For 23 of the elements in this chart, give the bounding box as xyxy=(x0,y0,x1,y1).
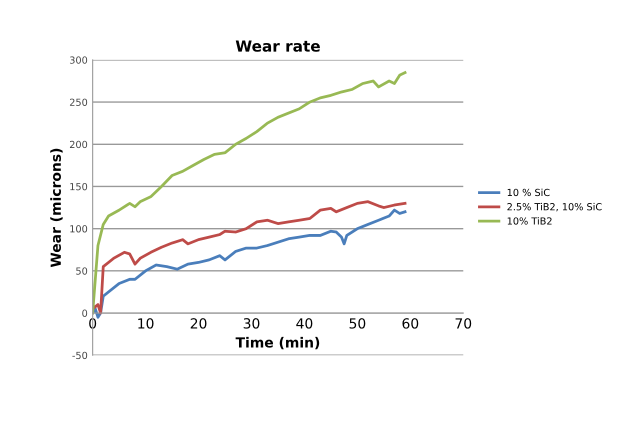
y-axis-title: Wear (microns) xyxy=(50,148,63,268)
x-tick-label: 60 xyxy=(402,318,418,329)
x-tick-label: 50 xyxy=(350,318,366,329)
y-tick-label: 150 xyxy=(70,182,88,190)
x-tick-label: 70 xyxy=(456,318,472,329)
x-tick-label: 10 xyxy=(138,318,154,329)
x-tick-label: 30 xyxy=(244,318,260,329)
legend-label: 10 % SiC xyxy=(508,188,550,196)
y-tick-label: 0 xyxy=(82,310,88,317)
x-tick-label: 20 xyxy=(190,318,206,329)
x-tick-label: 40 xyxy=(296,318,312,329)
y-tick-label: 50 xyxy=(76,267,88,275)
y-tick-label: 100 xyxy=(70,225,88,233)
y-tick-label: 250 xyxy=(70,98,88,106)
line-series xyxy=(92,71,406,314)
x-tick-label: 0 xyxy=(89,318,96,329)
y-tick-label: -50 xyxy=(72,352,88,360)
x-axis-title: Time (min) xyxy=(236,336,320,350)
y-tick-label: 300 xyxy=(70,56,88,64)
legend-label: 10% TiB2 xyxy=(508,217,552,225)
chart-title: Wear rate xyxy=(236,40,320,52)
y-tick-label: 200 xyxy=(70,140,88,148)
legend-label: 2.5% TiB2, 10% SiC xyxy=(507,202,602,212)
